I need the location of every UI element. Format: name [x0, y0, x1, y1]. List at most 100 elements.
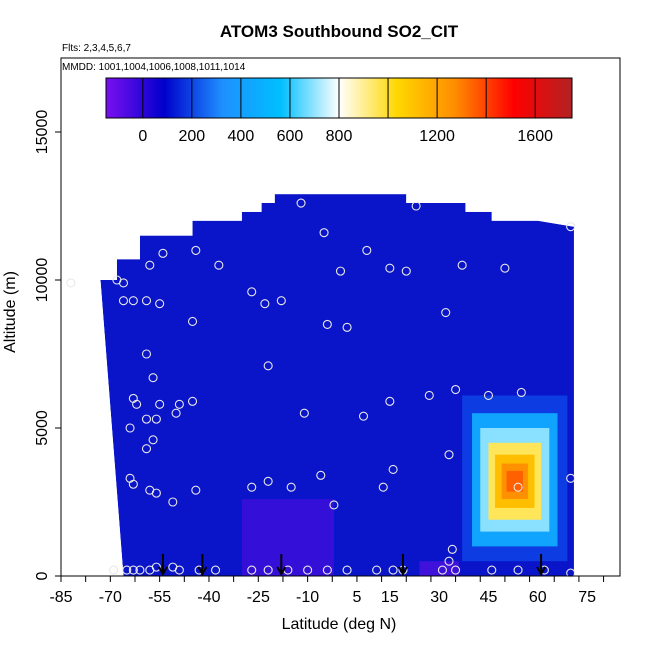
- observation-point: [342, 322, 352, 332]
- observation-point: [451, 384, 461, 395]
- observation-point: [457, 260, 467, 270]
- observation-point: [447, 544, 457, 554]
- observation-point: [247, 287, 257, 297]
- observation-point: [247, 565, 257, 575]
- observation-point: [191, 485, 201, 495]
- observation-point: [214, 260, 224, 270]
- observation-point: [372, 565, 382, 575]
- y-tick-label: 0: [34, 571, 51, 580]
- observation-point: [263, 361, 273, 371]
- observation-point: [158, 248, 168, 258]
- observation-point: [128, 479, 138, 489]
- observation-point: [247, 482, 257, 492]
- observation-point: [145, 260, 155, 270]
- colorbar-tick-label: 1600: [517, 128, 553, 145]
- observation-point: [319, 228, 329, 238]
- observation-point: [171, 408, 181, 418]
- observation-point: [500, 263, 510, 273]
- observation-point: [148, 373, 158, 383]
- observation-point: [263, 476, 273, 486]
- flight-marker-arrow: [536, 554, 546, 577]
- colorbar-tick-label: 200: [178, 128, 205, 145]
- observation-point: [362, 245, 372, 255]
- observation-point: [118, 296, 129, 306]
- observation-point: [513, 482, 523, 492]
- y-axis-label: Altitude (m): [2, 271, 19, 353]
- observation-point: [296, 198, 306, 208]
- observation-point: [132, 399, 142, 409]
- x-tick-label: 5: [352, 589, 361, 606]
- observation-point: [329, 500, 339, 510]
- plot-area: [66, 194, 576, 578]
- observation-point: [148, 435, 158, 445]
- observation-point: [187, 396, 198, 406]
- x-tick-label: -25: [247, 589, 270, 606]
- observation-point: [516, 387, 526, 398]
- observation-point: [141, 296, 152, 306]
- observation-point: [174, 565, 184, 575]
- colorbar-tick-label: 1200: [419, 128, 455, 145]
- observation-point: [191, 245, 201, 255]
- observation-point: [276, 296, 286, 306]
- observation-point: [303, 565, 313, 575]
- observation-point: [128, 565, 138, 575]
- observation-point: [155, 299, 165, 309]
- observation-point: [151, 488, 161, 498]
- observation-point: [451, 565, 461, 575]
- flight-marker-arrow: [276, 554, 287, 577]
- observation-point: [286, 482, 296, 492]
- colorbar-tick-label: 800: [326, 128, 353, 145]
- x-tick-label: 45: [480, 589, 498, 606]
- observation-point: [187, 316, 198, 326]
- colorbar: 0 200 400 600 800 1200 1600: [105, 77, 573, 145]
- curtain-background: [100, 194, 574, 576]
- observation-point: [263, 565, 273, 575]
- observation-point: [566, 473, 576, 483]
- observation-point: [299, 408, 309, 418]
- observation-point: [141, 444, 152, 454]
- observation-point: [122, 565, 132, 575]
- observation-point: [174, 399, 184, 409]
- observation-point: [378, 482, 388, 492]
- observation-point: [487, 565, 497, 575]
- flight-marker-arrow: [158, 554, 168, 577]
- observation-point: [125, 423, 135, 433]
- observation-point: [385, 396, 395, 406]
- x-axis-label: Latitude (deg N): [282, 616, 397, 633]
- x-tick-label: 30: [430, 589, 448, 606]
- observation-point: [322, 319, 332, 329]
- y-tick-label: 5000: [34, 410, 51, 446]
- observation-point: [401, 266, 411, 276]
- x-tick-label: 15: [381, 589, 399, 606]
- observation-point: [385, 263, 395, 273]
- flights-label: Flts: 2,3,4,5,6,7: [62, 43, 131, 54]
- observation-point: [335, 266, 346, 276]
- observation-point: [444, 556, 454, 566]
- colorbar-tick-label: 600: [277, 128, 304, 145]
- axes: -85 -70 -55 -40 -25 -10 5 15 30 45 60 75 0 5000 10000 1…: [34, 57, 621, 606]
- mmdd-label: MMDD: 1001,1004,1006,1008,1011,1014: [62, 62, 246, 73]
- observation-point: [141, 349, 152, 359]
- observation-point: [128, 296, 138, 306]
- observation-point: [151, 414, 161, 424]
- observation-point: [168, 497, 178, 507]
- x-tick-label: 60: [529, 589, 547, 606]
- observation-point: [322, 565, 332, 575]
- low-value-patch: [241, 499, 334, 576]
- observation-point: [155, 399, 165, 409]
- observation-point: [566, 568, 576, 578]
- y-tick-label: 15000: [34, 110, 51, 155]
- x-tick-label: -85: [49, 589, 72, 606]
- observation-point: [388, 464, 398, 474]
- flight-marker-arrow: [398, 554, 408, 577]
- observation-point: [424, 390, 434, 400]
- colorbar-tick-label: 0: [138, 128, 147, 145]
- observation-point: [388, 565, 398, 575]
- observation-point: [437, 565, 447, 575]
- x-tick-label: -55: [148, 589, 171, 606]
- observation-point: [260, 299, 270, 309]
- x-tick-label: 75: [578, 589, 596, 606]
- x-tick-label: -70: [99, 589, 122, 606]
- observation-point: [141, 414, 152, 424]
